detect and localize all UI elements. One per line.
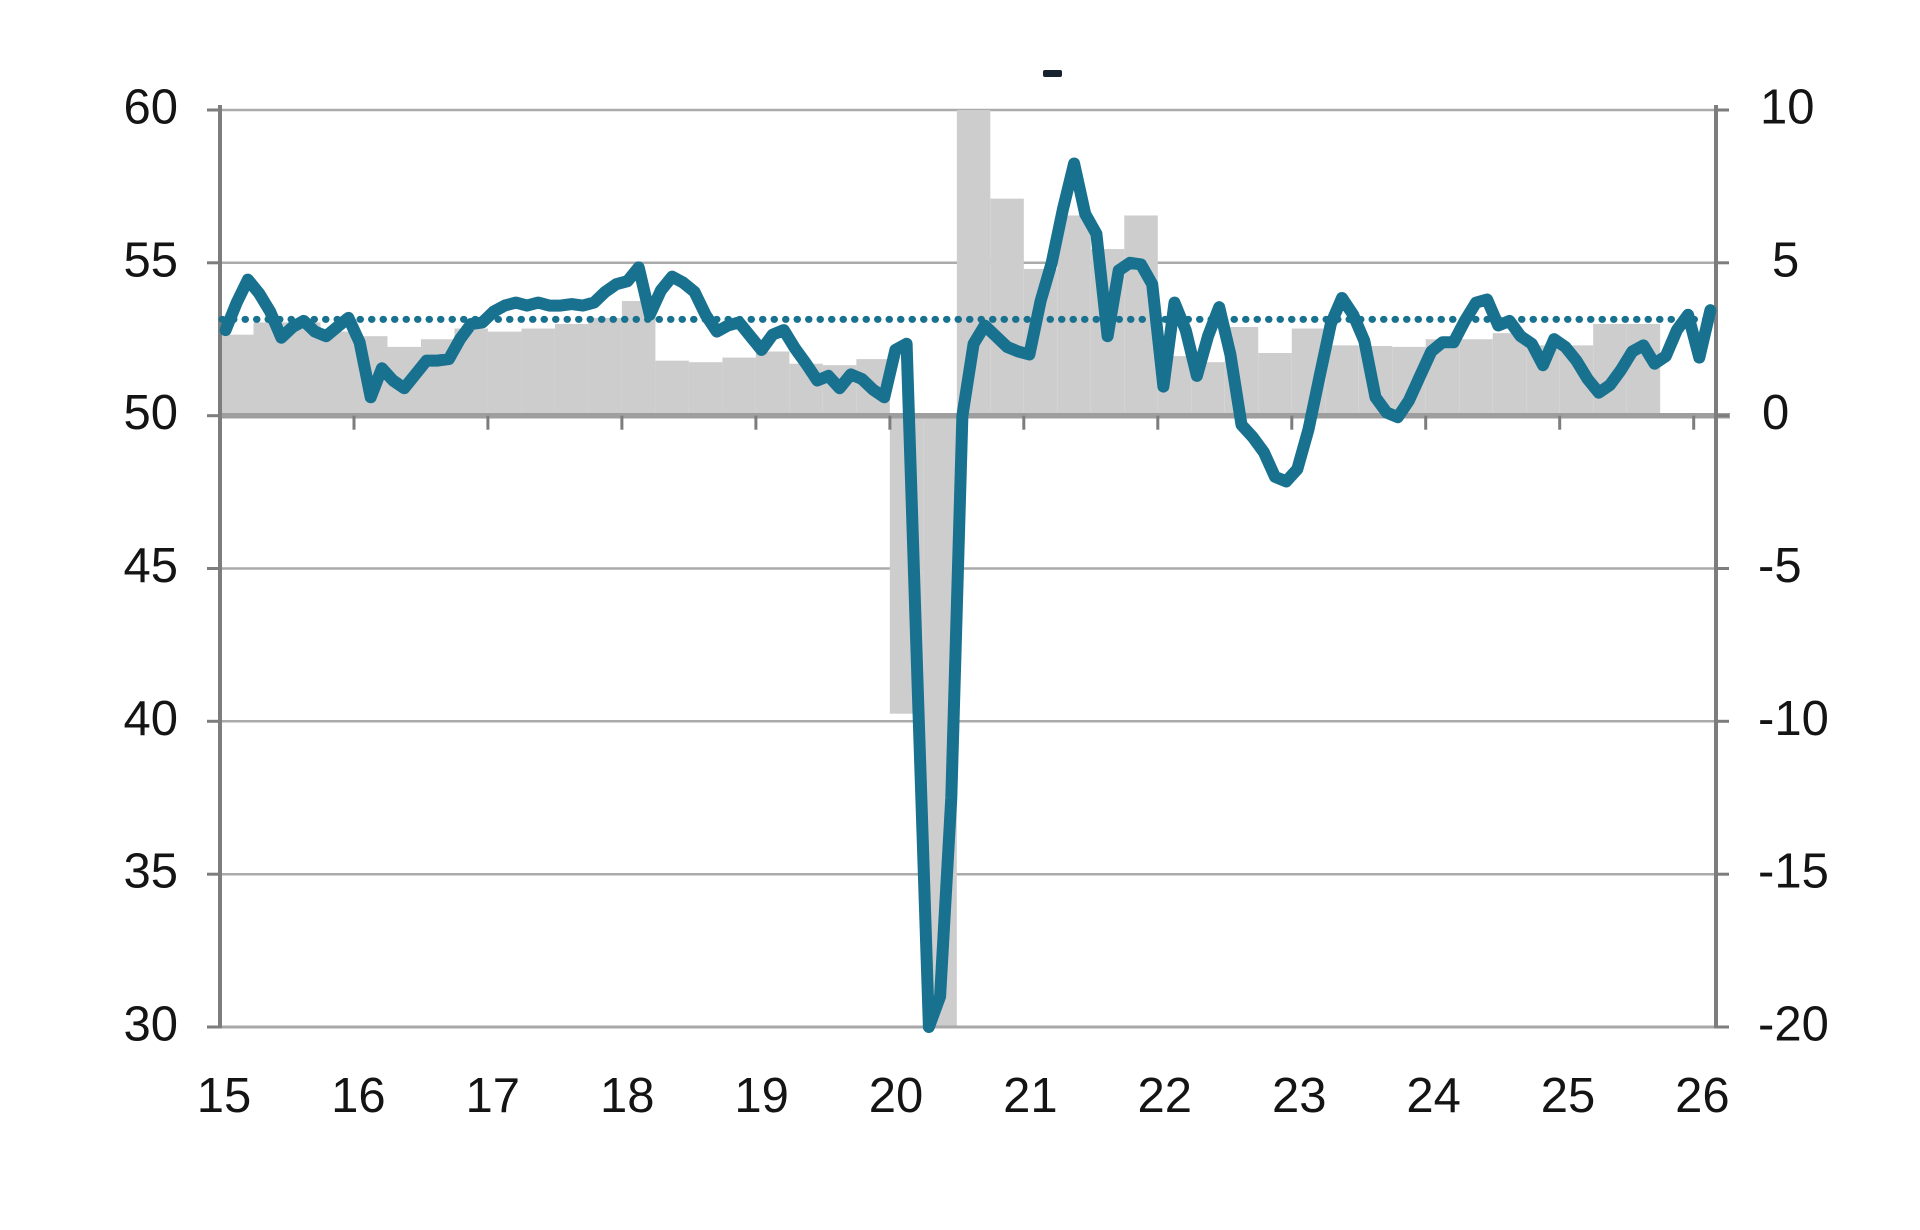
svg-text:19: 19 xyxy=(734,1069,789,1123)
svg-text:0: 0 xyxy=(1762,386,1789,440)
svg-text:-10: -10 xyxy=(1758,692,1829,746)
svg-text:5: 5 xyxy=(1772,233,1799,287)
svg-text:-5: -5 xyxy=(1758,539,1802,593)
svg-text:40: 40 xyxy=(123,692,178,746)
svg-text:18: 18 xyxy=(600,1069,655,1123)
svg-text:17: 17 xyxy=(466,1069,521,1123)
svg-text:25: 25 xyxy=(1541,1069,1596,1123)
svg-text:35: 35 xyxy=(123,845,178,899)
svg-text:23: 23 xyxy=(1272,1069,1327,1123)
svg-text:55: 55 xyxy=(123,233,178,287)
svg-text:16: 16 xyxy=(331,1069,386,1123)
svg-text:15: 15 xyxy=(197,1069,252,1123)
svg-text:10: 10 xyxy=(1760,81,1815,135)
svg-text:21: 21 xyxy=(1003,1069,1058,1123)
svg-text:30: 30 xyxy=(123,998,178,1052)
svg-text:22: 22 xyxy=(1138,1069,1193,1123)
svg-text:20: 20 xyxy=(869,1069,924,1123)
svg-text:45: 45 xyxy=(123,539,178,593)
svg-text:60: 60 xyxy=(123,81,178,135)
svg-text:-20: -20 xyxy=(1758,998,1829,1052)
svg-text:26: 26 xyxy=(1675,1069,1730,1123)
svg-text:-15: -15 xyxy=(1758,845,1829,899)
svg-text:50: 50 xyxy=(123,386,178,440)
svg-text:24: 24 xyxy=(1406,1069,1461,1123)
